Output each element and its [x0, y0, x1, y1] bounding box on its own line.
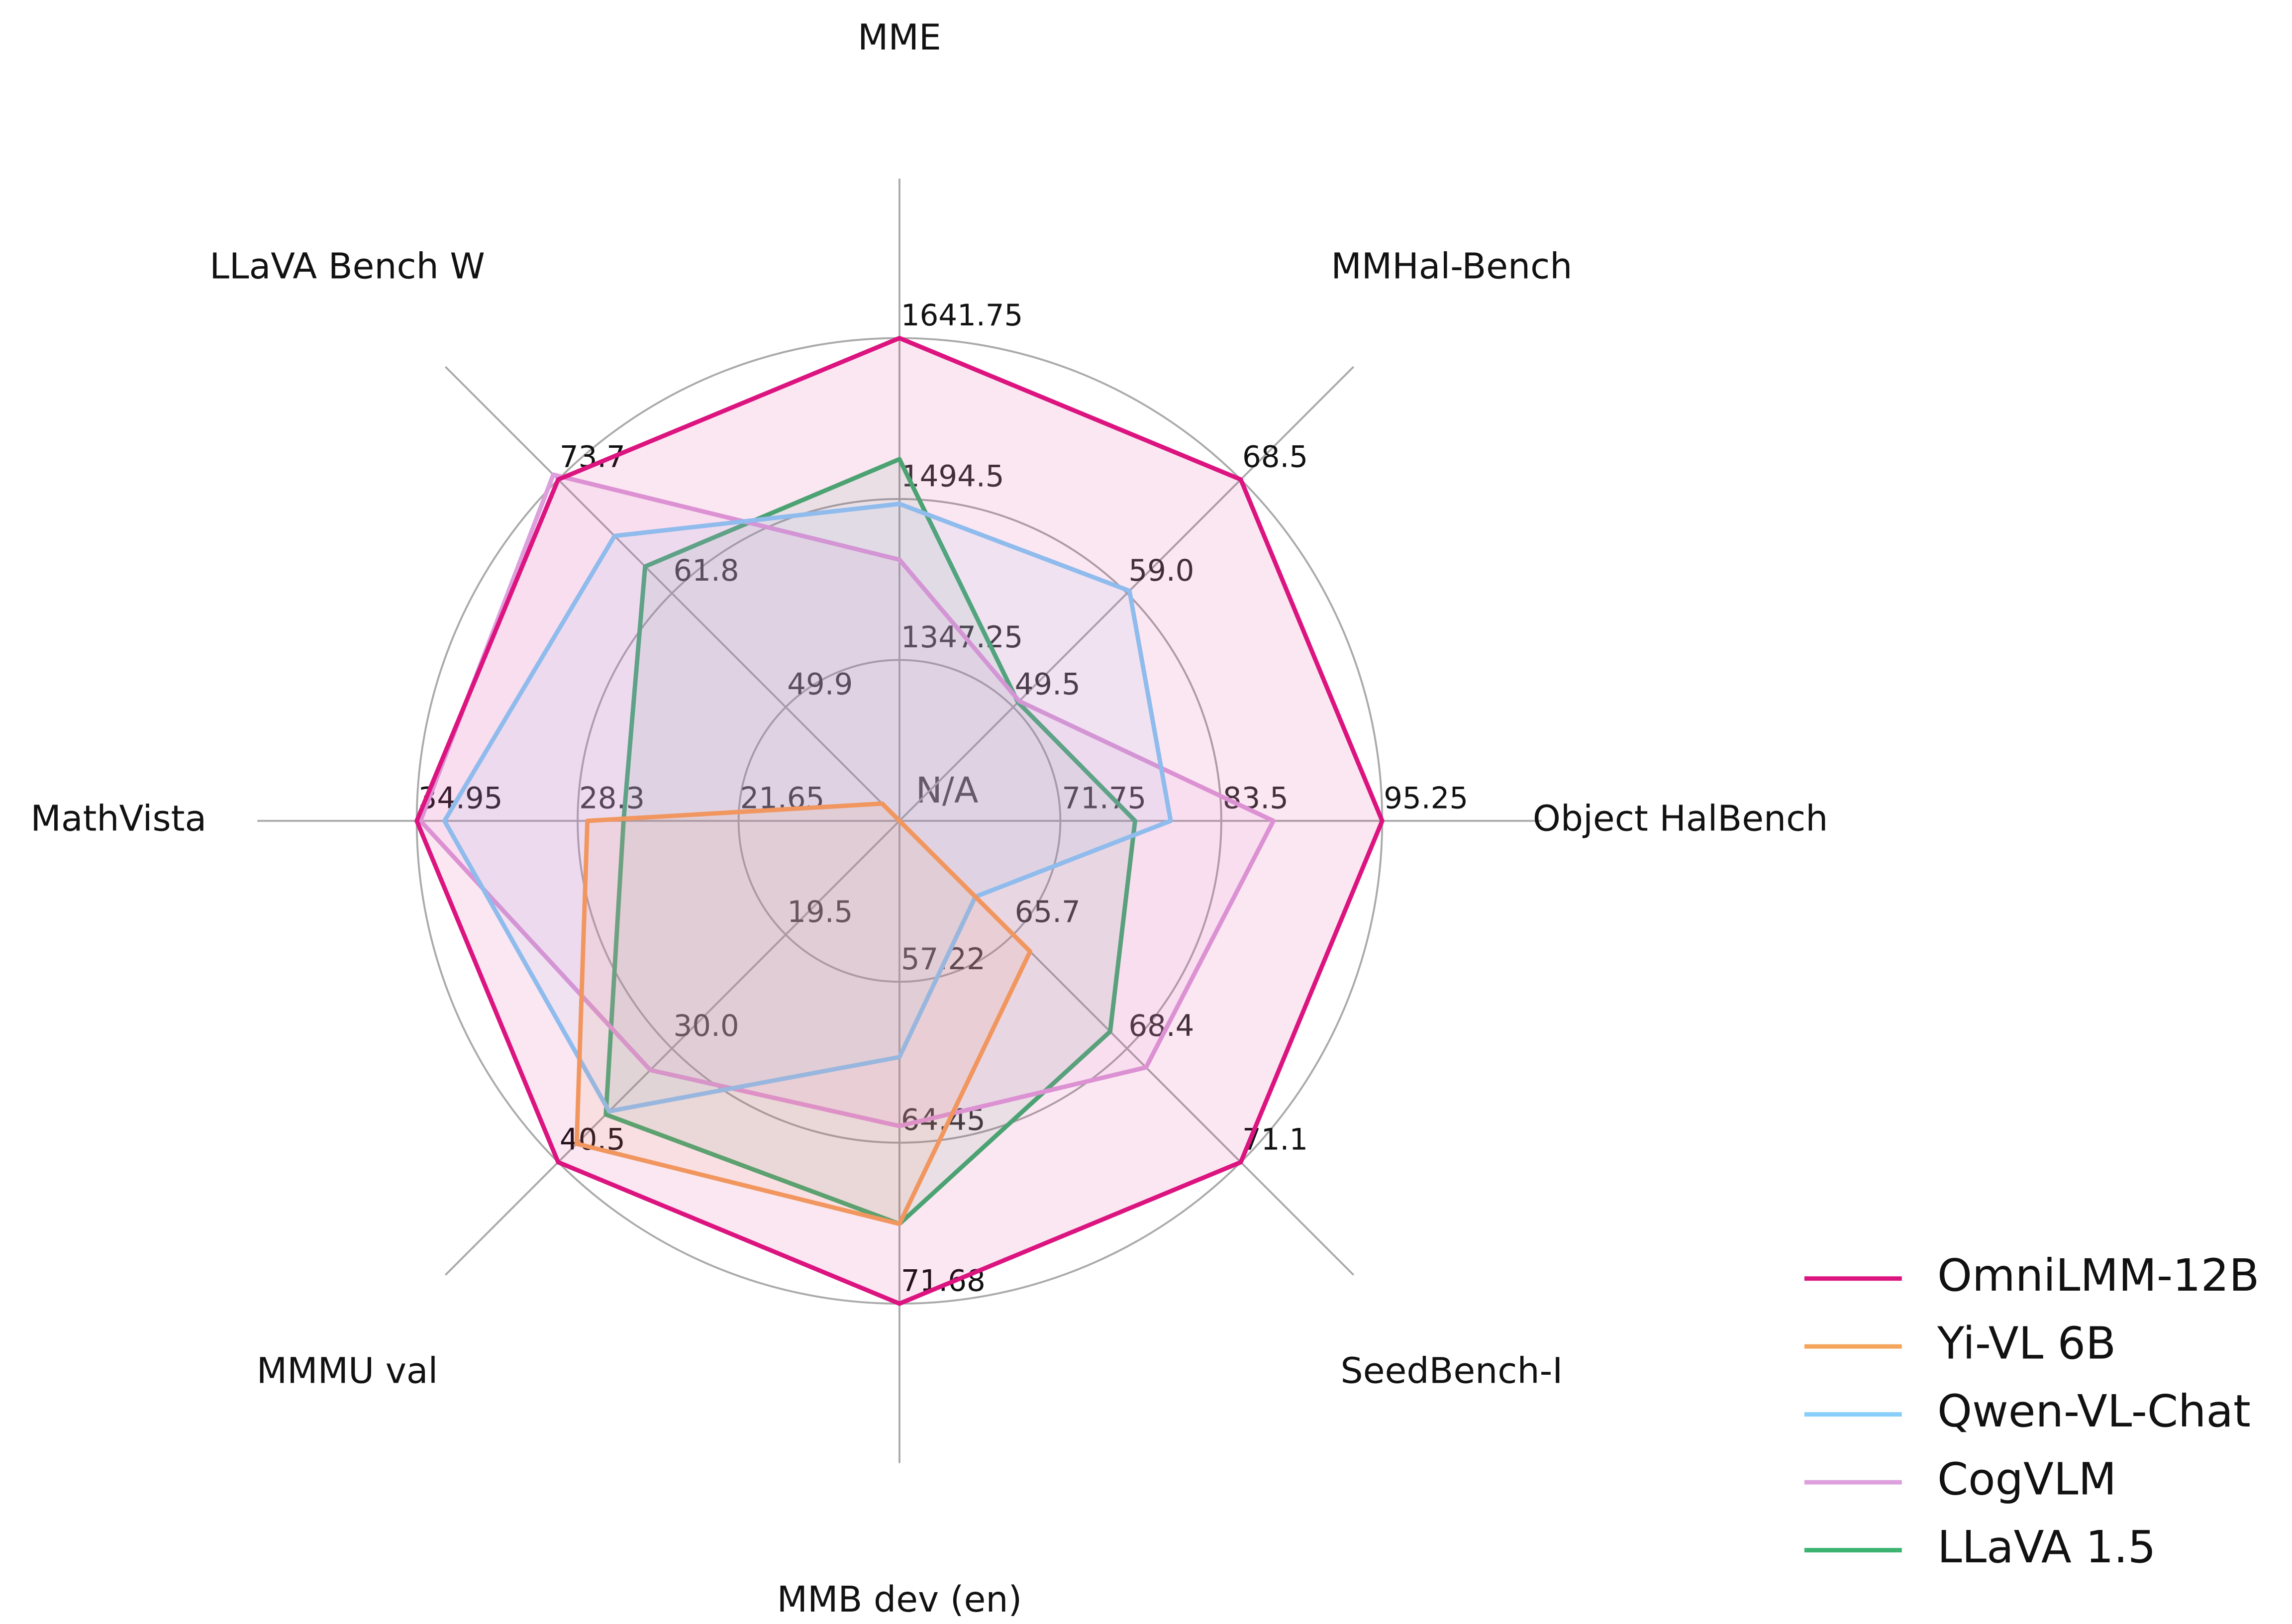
- axis-label: LLaVA Bench W: [209, 245, 485, 287]
- series-line: [442, 502, 1173, 1114]
- tick-label: 59.0: [1128, 553, 1194, 588]
- tick-label: 68.5: [1242, 439, 1308, 474]
- tick-label: 1347.25: [901, 620, 1023, 654]
- tick-label: 40.5: [560, 1122, 625, 1156]
- series-area: [420, 474, 1274, 1126]
- tick-label: 95.25: [1384, 781, 1468, 815]
- axis-label: MME: [858, 17, 941, 58]
- tick-label: 1494.5: [901, 459, 1004, 494]
- tick-label: 65.7: [1015, 895, 1081, 929]
- tick-label: 28.3: [579, 781, 645, 815]
- axis-label: MMMU val: [257, 1350, 438, 1391]
- legend-label: Qwen-VL-Chat: [1937, 1385, 2251, 1437]
- axis-label: SeedBench-I: [1341, 1350, 1563, 1391]
- tick-label: 49.5: [1015, 667, 1081, 702]
- series-line: [574, 801, 1033, 1226]
- grid-ring: [577, 498, 1222, 1144]
- grid-ring: [737, 659, 1062, 983]
- series-line: [414, 336, 1385, 1306]
- legend-label: OmniLMM-12B: [1937, 1249, 2259, 1301]
- tick-label: 49.9: [787, 667, 853, 702]
- axis-label: MathVista: [30, 798, 206, 839]
- tick-label: 1641.75: [901, 298, 1023, 332]
- tick-label: 57.22: [901, 942, 986, 976]
- tick-label: 83.5: [1223, 781, 1289, 815]
- tick-label: 61.8: [674, 553, 739, 588]
- axis-label: Object HalBench: [1533, 798, 1828, 839]
- legend-label: LLaVA 1.5: [1937, 1521, 2156, 1573]
- center-label: N/A: [916, 770, 979, 811]
- tick-label: 30.0: [674, 1009, 739, 1043]
- series-area: [416, 338, 1383, 1304]
- legend-label: Yi-VL 6B: [1937, 1318, 2116, 1369]
- tick-label: 19.5: [787, 895, 853, 929]
- tick-label: 71.68: [901, 1264, 986, 1298]
- series-area: [577, 804, 1030, 1224]
- legend-label: CogVLM: [1937, 1453, 2116, 1505]
- series-line: [418, 472, 1276, 1128]
- axis-label: MMB dev (en): [777, 1579, 1022, 1620]
- axis-label: MMHal-Bench: [1331, 245, 1572, 287]
- series-area: [605, 459, 1135, 1224]
